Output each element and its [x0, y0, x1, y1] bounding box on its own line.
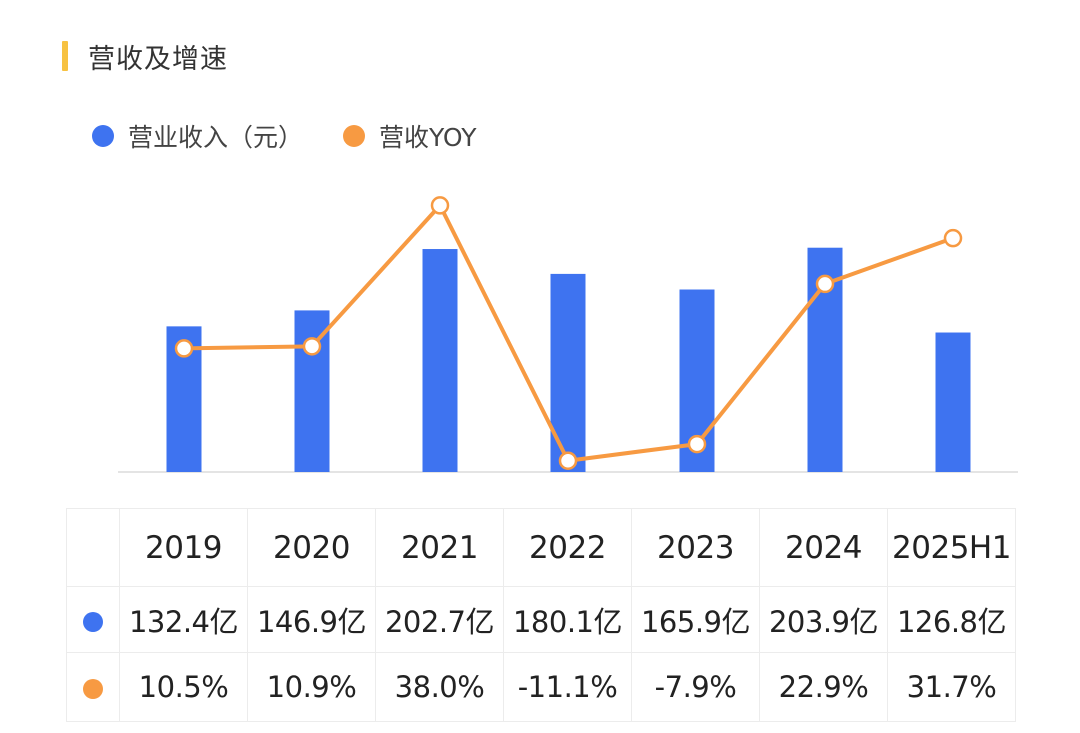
table-year-cell: 2024 — [759, 508, 888, 587]
chart-title: 营收及增速 — [88, 43, 228, 75]
chart-title-block: 营收及增速 — [62, 38, 228, 75]
table-corner-cell — [66, 508, 120, 587]
yoy-point — [302, 337, 322, 356]
table-year-cell: 2023 — [631, 508, 760, 587]
table-year-cell: 2025H1 — [887, 508, 1016, 587]
legend-item-revenue: 营业收入（元） — [92, 118, 303, 154]
table-row-yoy: 10.5% 10.9% 38.0% -11.1% -7.9% 22.9% 31.… — [66, 652, 1016, 722]
table-revenue-cell: 132.4亿 — [119, 586, 248, 653]
yoy-point — [815, 274, 835, 294]
table-row-revenue: 132.4亿 146.9亿 202.7亿 180.1亿 165.9亿 203.9… — [66, 586, 1016, 653]
table-yoy-marker — [66, 652, 120, 722]
legend-revenue-label: 营业收入（元） — [128, 123, 304, 152]
table-revenue-cell: 165.9亿 — [631, 586, 760, 653]
yoy-dot-icon — [83, 679, 103, 699]
table-revenue-marker — [66, 586, 120, 653]
yoy-point — [943, 228, 963, 248]
table-year-cell: 2019 — [119, 508, 248, 587]
table-row-years: 2019 2020 2021 2022 2023 2024 2025H1 — [66, 508, 1016, 587]
revenue-bar — [550, 273, 586, 472]
table-year-cell: 2021 — [375, 508, 504, 587]
table-year-cell: 2020 — [247, 508, 376, 587]
title-accent-bar — [62, 41, 68, 71]
yoy-point — [174, 339, 194, 358]
table-revenue-cell: 146.9亿 — [247, 586, 376, 653]
yoy-point — [687, 434, 707, 454]
yoy-point — [558, 451, 578, 470]
legend: 营业收入（元） 营收YOY — [92, 118, 517, 154]
legend-revenue-dot-icon — [92, 125, 114, 147]
table-yoy-cell: 31.7% — [887, 652, 1016, 722]
data-table: 2019 2020 2021 2022 2023 2024 2025H1 132… — [66, 508, 1016, 722]
legend-yoy-dot-icon — [343, 125, 366, 147]
table-revenue-cell: 126.8亿 — [887, 586, 1016, 653]
table-yoy-cell: 10.5% — [119, 652, 248, 722]
revenue-dot-icon — [83, 611, 103, 632]
legend-item-yoy: 营收YOY — [343, 118, 477, 154]
revenue-bar — [935, 332, 971, 472]
table-yoy-cell: 10.9% — [247, 652, 376, 722]
legend-yoy-label: 营收YOY — [379, 123, 477, 152]
table-yoy-cell: 38.0% — [375, 652, 504, 722]
table-revenue-cell: 180.1亿 — [503, 586, 632, 653]
yoy-point — [430, 196, 450, 215]
table-yoy-cell: -11.1% — [503, 652, 632, 722]
table-yoy-cell: -7.9% — [631, 652, 760, 722]
combo-chart — [118, 196, 1018, 473]
table-revenue-cell: 202.7亿 — [375, 586, 504, 653]
table-year-cell: 2022 — [503, 508, 632, 587]
revenue-bar — [422, 249, 458, 472]
table-yoy-cell: 22.9% — [759, 652, 888, 722]
table-revenue-cell: 203.9亿 — [759, 586, 888, 653]
